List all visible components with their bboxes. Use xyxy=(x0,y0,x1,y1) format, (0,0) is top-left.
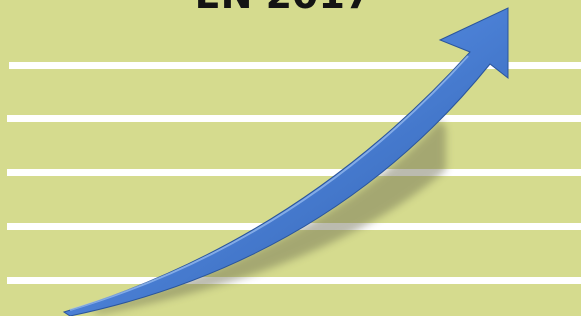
stripe xyxy=(7,277,581,284)
slide-title: EN 2017 xyxy=(195,0,372,17)
slide: EN 2017 xyxy=(0,0,581,316)
stripe xyxy=(7,115,581,122)
stripe xyxy=(7,169,581,176)
